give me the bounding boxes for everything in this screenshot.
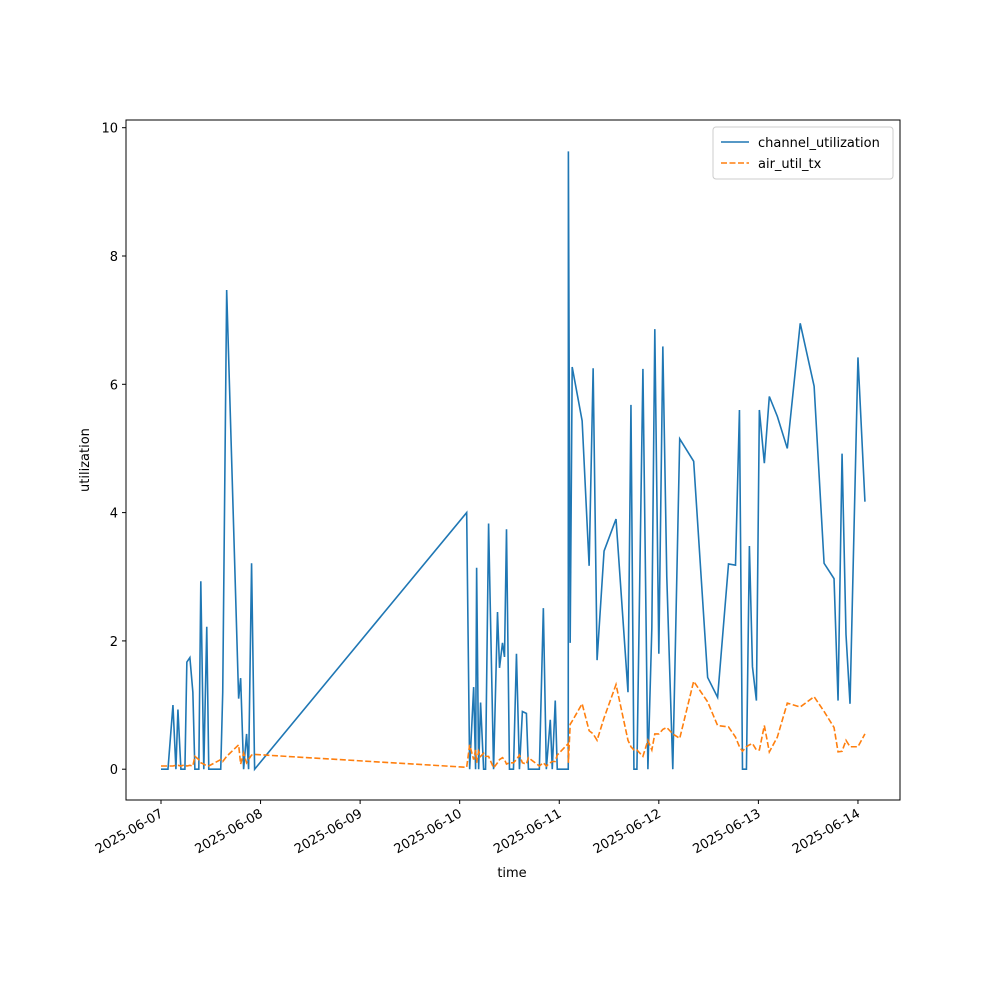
y-tick-label: 4 [110, 507, 118, 522]
y-tick-label: 8 [110, 250, 118, 265]
x-tick-label: 2025-06-11 [491, 806, 564, 857]
x-axis-label: time [497, 866, 526, 881]
legend-box [712, 126, 894, 180]
legend-label: channel_utilization [758, 136, 880, 151]
y-tick-label: 10 [101, 122, 118, 137]
x-tick-label: 2025-06-12 [591, 806, 664, 857]
legend: channel_utilization air_util_tx [712, 126, 894, 180]
x-tick-label: 2025-06-07 [93, 806, 166, 857]
x-tick-label: 2025-06-14 [790, 806, 863, 857]
plot-frame [125, 119, 901, 801]
y-tick-label: 0 [110, 763, 118, 778]
y-tick-label: 2 [110, 635, 118, 650]
y-tick-label: 6 [110, 378, 118, 393]
x-tick-label: 2025-06-08 [193, 806, 266, 857]
x-tick-label: 2025-06-10 [392, 806, 465, 857]
x-tick-label: 2025-06-13 [690, 806, 763, 857]
series-line [160, 151, 866, 772]
y-axis-label: utilization [78, 428, 93, 492]
legend-label: air_util_tx [758, 157, 822, 172]
x-tick-label: 2025-06-09 [292, 806, 365, 857]
series-line [160, 679, 866, 770]
